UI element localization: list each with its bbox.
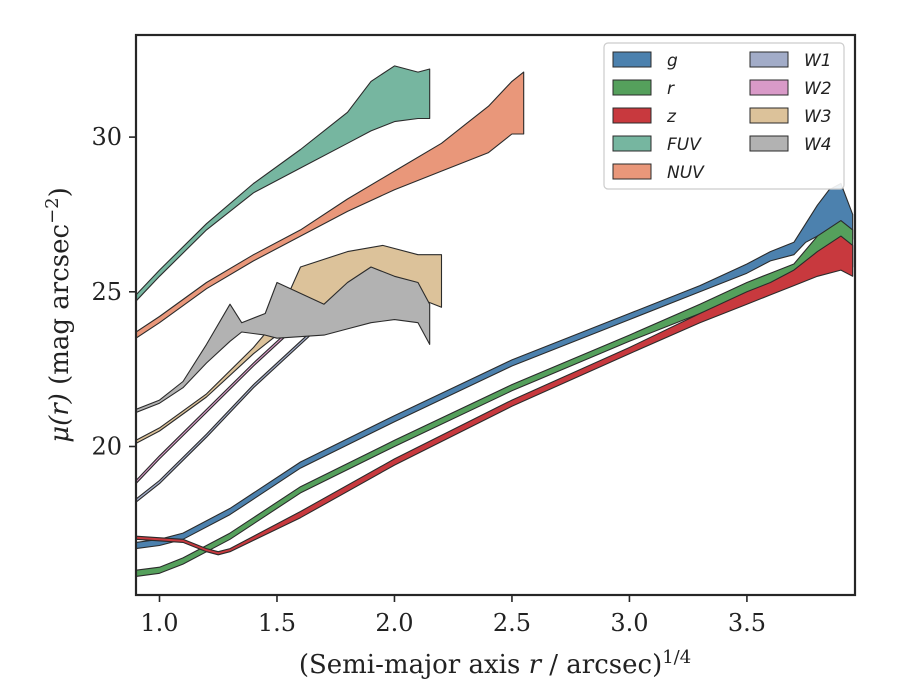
- legend-swatch-nuv: [612, 163, 652, 180]
- y-axis-title: μ(r) (mag arcsec−2): [42, 187, 75, 443]
- x-axis-title: (Semi-major axis r / arcsec)1/4: [299, 647, 691, 680]
- x-tick-label: 1.5: [258, 609, 296, 637]
- legend-label-z: z: [666, 107, 677, 127]
- band-w4: [136, 266, 431, 414]
- legend: grz FUV NUV W1 W2 W3 W4: [603, 42, 845, 190]
- legend-label-r: r: [667, 79, 675, 99]
- x-tick-label: 2.5: [493, 609, 531, 637]
- legend-label-w3: W3: [804, 107, 832, 127]
- x-tick-label: 1.0: [140, 609, 178, 637]
- band-fuv: [136, 65, 431, 302]
- legend-swatch-g: [612, 51, 652, 68]
- band-z: [136, 235, 854, 556]
- x-tick-label: 3.5: [728, 609, 766, 637]
- x-axis-ticks: 1.0 1.5 2.0 2.5 3.0 3.5: [140, 595, 766, 637]
- legend-label-w1: W1: [804, 51, 832, 71]
- legend-swatch-z: [612, 107, 652, 124]
- legend-label-w4: W4: [804, 135, 832, 155]
- y-tick-label: 20: [91, 432, 122, 460]
- band-r: [136, 220, 854, 577]
- band-w3: [136, 244, 443, 444]
- legend-swatch-r: [612, 79, 652, 96]
- band-g: [136, 182, 854, 550]
- x-tick-label: 2.0: [375, 609, 413, 637]
- y-tick-label: 30: [91, 123, 122, 151]
- legend-label-w2: W2: [804, 79, 832, 99]
- y-tick-label: 25: [91, 278, 122, 306]
- legend-swatch-w1: [749, 51, 789, 68]
- y-axis-ticks: 20 25 30: [91, 123, 136, 460]
- legend-label-nuv: NUV: [667, 163, 705, 183]
- profile-bands: [136, 65, 854, 577]
- legend-label-g: g: [667, 51, 678, 71]
- legend-label-fuv: FUV: [667, 135, 702, 155]
- legend-entries: grz FUV NUV W1 W2 W3 W4: [612, 51, 832, 183]
- legend-swatch-fuv: [612, 135, 652, 152]
- plot-frame: [134, 33, 857, 597]
- legend-swatch-w3: [749, 107, 789, 124]
- band-nuv: [136, 71, 525, 339]
- legend-swatch-w4: [749, 135, 789, 152]
- legend-swatch-w2: [749, 79, 789, 96]
- x-tick-label: 3.0: [610, 609, 648, 637]
